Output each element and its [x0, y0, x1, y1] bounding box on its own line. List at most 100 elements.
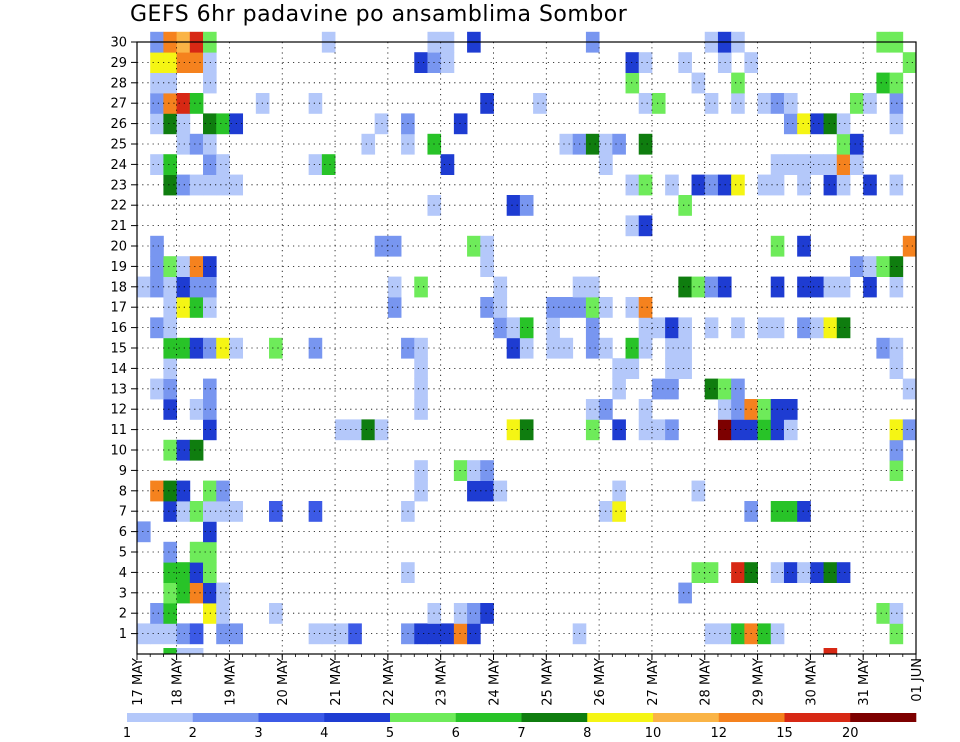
colorbar-segment [521, 713, 588, 722]
precip-cell [414, 460, 428, 481]
precip-cell [691, 480, 706, 502]
precip-cell [150, 276, 164, 298]
precip-cell [163, 648, 178, 655]
precip-cell [612, 133, 626, 155]
x-tick-label: 19 MAY [223, 658, 238, 706]
x-tick-label: 30 MAY [804, 658, 819, 706]
colorbar-label: 5 [386, 726, 394, 741]
precip-cell [467, 623, 481, 645]
precip-cell [493, 317, 508, 339]
x-tick-label: 17 MAY [131, 658, 146, 706]
precip-cell [216, 623, 230, 645]
precip-cell [797, 174, 811, 196]
precip-cell [704, 174, 719, 196]
precip-cell [704, 317, 719, 339]
precip-cell [757, 419, 772, 441]
precip-cell [638, 52, 653, 73]
precip-cell [704, 623, 719, 645]
precip-cell [189, 501, 204, 522]
precip-cell [189, 52, 204, 73]
precip-cell [493, 480, 508, 502]
precip-cell [585, 133, 600, 155]
colorbar-segment [718, 713, 785, 722]
precip-cell [308, 623, 323, 645]
precip-cell [176, 337, 191, 359]
precip-cell [797, 501, 811, 522]
precip-cell [585, 337, 600, 359]
precip-cell [163, 52, 178, 73]
precip-cell [493, 297, 508, 318]
precip-cell [704, 378, 719, 400]
precip-cell [163, 603, 178, 624]
precip-cell [176, 256, 191, 277]
colorbar-segment [390, 713, 457, 722]
precip-cell [810, 154, 824, 175]
precip-cell [731, 399, 745, 420]
precip-cell [453, 603, 468, 624]
x-tick-label: 22 MAY [382, 658, 397, 706]
precip-cell [216, 501, 230, 522]
precip-cell [638, 419, 653, 441]
precip-cell [731, 72, 745, 94]
precip-cell [216, 480, 230, 502]
colorbar-segment [784, 713, 851, 722]
precip-cell [638, 317, 653, 339]
y-tick-label: 30 [110, 36, 127, 51]
precip-cell [783, 154, 798, 175]
precip-cell [651, 419, 666, 441]
precip-cell [176, 133, 191, 155]
precip-cell [836, 562, 851, 583]
precip-cell [189, 174, 204, 196]
precip-cell [150, 317, 164, 339]
precip-cell [506, 317, 521, 339]
precip-cell [163, 93, 178, 114]
y-tick-label: 19 [110, 260, 127, 275]
precip-cell [176, 276, 191, 298]
precip-cell [176, 439, 191, 461]
precip-cell [150, 72, 164, 94]
precip-cell [176, 501, 191, 522]
precip-cell [665, 174, 679, 196]
y-tick-label: 15 [110, 342, 127, 357]
precip-cell [823, 174, 838, 196]
precip-cell [216, 582, 230, 604]
precip-cell [585, 399, 600, 420]
precip-cell [361, 133, 376, 155]
precip-cell [836, 113, 851, 135]
precip-cell [625, 215, 640, 237]
precip-cell [783, 562, 798, 583]
precip-cell [189, 133, 204, 155]
precip-cell [176, 582, 191, 604]
precip-cell [810, 276, 824, 298]
precip-cell [731, 562, 745, 583]
precip-cell [731, 419, 745, 441]
precip-cell [387, 297, 402, 318]
x-tick-label: 18 MAY [171, 658, 186, 706]
precip-cell [414, 623, 428, 645]
precip-cell [876, 603, 890, 624]
precip-cell [823, 648, 838, 655]
precip-cell [678, 582, 692, 604]
precip-cell [453, 113, 468, 135]
colorbar-label: 1 [123, 726, 131, 741]
x-tick-label: 20 MAY [276, 658, 291, 706]
precip-cell [757, 174, 772, 196]
y-tick-label: 7 [119, 505, 127, 520]
colorbar-label: 3 [254, 726, 262, 741]
y-tick-label: 25 [110, 138, 127, 153]
precip-cell [467, 480, 481, 502]
precip-cell [308, 93, 323, 114]
precip-cell [480, 256, 494, 277]
precip-cell [163, 378, 178, 400]
colorbar-segment [455, 713, 522, 722]
precip-cell [585, 419, 600, 441]
precip-cell [665, 337, 679, 359]
precip-cell [863, 174, 877, 196]
precip-cell [783, 93, 798, 114]
precip-cell [176, 113, 191, 135]
precip-cell [163, 439, 178, 461]
precip-cell [797, 317, 811, 339]
precip-cell [137, 623, 151, 645]
y-tick-label: 18 [110, 280, 127, 295]
precip-cell [163, 562, 178, 583]
